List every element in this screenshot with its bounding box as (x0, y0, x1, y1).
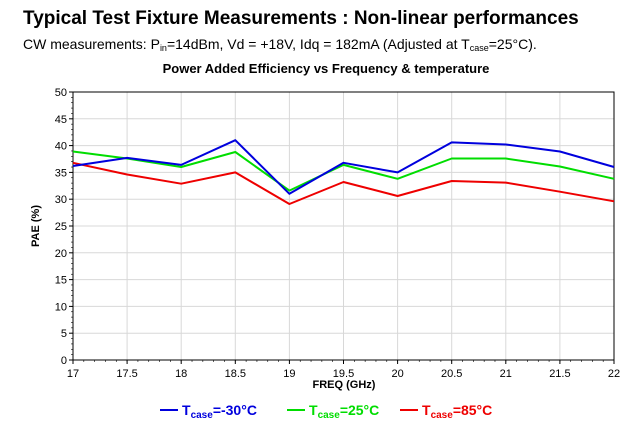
y-tick-label: 20 (55, 248, 67, 260)
y-axis-label: PAE (%) (30, 205, 42, 247)
y-tick-label: 25 (55, 221, 67, 233)
subtitle-case-sub: case (469, 43, 489, 53)
legend-label-sub: case (191, 410, 214, 421)
legend-label-rest: =-30°C (213, 402, 257, 418)
x-tick-label: 21 (500, 368, 512, 380)
legend-label-sub: case (431, 410, 454, 421)
chart-title: Power Added Efficiency vs Frequency & te… (163, 61, 490, 76)
x-tick-label: 17 (67, 368, 79, 380)
y-tick-label: 35 (55, 167, 67, 179)
x-axis-label: FREQ (GHz) (313, 379, 376, 391)
x-tick-label: 19 (283, 368, 295, 380)
legend: Tcase=-30°C Tcase=25°C Tcase=85°C (160, 402, 492, 421)
legend-label-rest: =25°C (340, 402, 379, 418)
legend-label-sub: case (318, 410, 341, 421)
subtitle-pin-sub: in (159, 43, 167, 53)
x-tick-label: 19.5 (333, 368, 354, 380)
x-tick-label: 17.5 (116, 368, 137, 380)
series-line (72, 161, 615, 205)
legend-label-main: T (309, 402, 318, 418)
y-tick-label: 0 (61, 355, 67, 367)
axis-ticks: 17 17.5 18 18.5 19 19.5 20 20.5 21 21.5 22 0 5 10 15 20… (55, 87, 620, 380)
legend-label: Tcase=-30°C (182, 402, 257, 421)
y-tick-label: 50 (55, 87, 67, 99)
legend-label-main: T (182, 402, 191, 418)
legend-label: Tcase=25°C (309, 402, 379, 421)
series-line (72, 139, 615, 195)
y-tick-label: 45 (55, 114, 67, 126)
x-tick-label: 22 (608, 368, 620, 380)
subtitle-suffix: =25°C). (488, 36, 537, 52)
x-tick-label: 21.5 (549, 368, 570, 380)
x-tick-label: 20 (391, 368, 403, 380)
x-tick-label: 20.5 (441, 368, 462, 380)
y-tick-label: 10 (55, 301, 67, 313)
subtitle-prefix: CW measurements: P (23, 36, 160, 52)
x-tick-label: 18 (175, 368, 187, 380)
page-subtitle: CW measurements: Pin=14dBm, Vd = +18V, I… (23, 36, 537, 53)
series-line (72, 150, 615, 192)
legend-label: Tcase=85°C (422, 402, 492, 421)
subtitle-mid: =14dBm, Vd = +18V, Idq = 182mA (Adjusted… (166, 36, 470, 52)
y-tick-label: 15 (55, 275, 67, 287)
y-tick-label: 40 (55, 141, 67, 153)
legend-label-main: T (422, 402, 431, 418)
chart-grid (73, 92, 614, 360)
y-tick-label: 5 (61, 328, 67, 340)
series-lines (72, 139, 615, 205)
page-title: Typical Test Fixture Measurements : Non-… (23, 8, 579, 29)
x-tick-label: 18.5 (225, 368, 246, 380)
legend-label-rest: =85°C (453, 402, 492, 418)
y-tick-label: 30 (55, 194, 67, 206)
